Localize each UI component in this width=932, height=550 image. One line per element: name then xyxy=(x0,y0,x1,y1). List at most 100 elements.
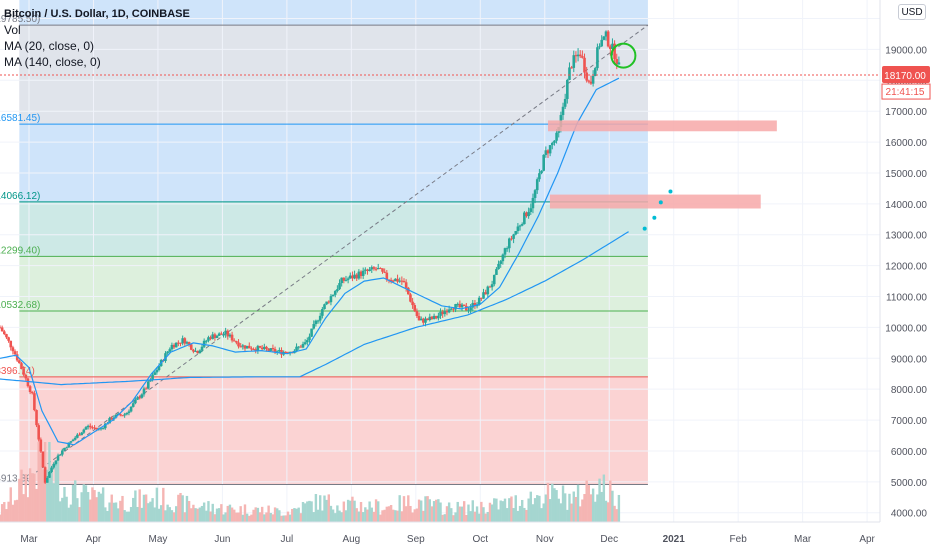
fib-label: (12299.40) xyxy=(0,245,40,256)
candle xyxy=(194,350,197,352)
volume-bar xyxy=(501,501,505,522)
candle xyxy=(11,347,15,352)
legend: Bitcoin / U.S. Dollar, 1D, COINBASE Vol M… xyxy=(4,6,190,70)
ma140-line xyxy=(0,231,629,386)
volume-bar xyxy=(465,514,468,522)
candle xyxy=(503,248,507,255)
volume-bar xyxy=(471,500,474,522)
volume-bar xyxy=(525,509,528,522)
volume-bar xyxy=(213,514,217,522)
circle-marker xyxy=(610,42,637,69)
candle xyxy=(297,346,301,348)
time-axis-bg xyxy=(0,522,932,550)
candle xyxy=(215,335,219,339)
candle xyxy=(609,46,612,49)
candle xyxy=(520,224,524,226)
indicator-list: Vol MA (20, close, 0) MA (140, close, 0) xyxy=(4,22,190,70)
candle xyxy=(318,315,322,321)
candle xyxy=(566,79,569,99)
candle xyxy=(585,72,588,81)
volume-bar xyxy=(134,490,137,522)
volume-bar xyxy=(428,499,431,522)
volume-bar xyxy=(112,502,116,522)
candle xyxy=(419,318,423,321)
volume-bar xyxy=(323,495,326,522)
volume-bar xyxy=(123,510,126,522)
candle xyxy=(430,316,434,320)
candle xyxy=(166,351,169,354)
volume-bar xyxy=(404,506,408,522)
candle xyxy=(185,342,189,344)
volume-bar xyxy=(5,509,8,522)
candle xyxy=(544,150,548,155)
volume-bar xyxy=(422,510,425,522)
volume-bar xyxy=(151,498,154,522)
candle xyxy=(327,301,331,303)
candle xyxy=(615,59,619,65)
candle xyxy=(213,334,217,339)
candle xyxy=(254,349,258,351)
zone xyxy=(19,124,648,202)
candle xyxy=(499,261,503,264)
candle xyxy=(308,336,311,341)
volume-bar xyxy=(407,495,410,522)
volume-bar xyxy=(86,492,90,522)
volume-bar xyxy=(132,497,135,522)
candle xyxy=(456,303,460,305)
candle xyxy=(523,212,526,225)
volume-bar xyxy=(196,508,199,522)
candle xyxy=(323,304,326,310)
candle xyxy=(295,346,298,351)
volume-bar xyxy=(351,496,354,522)
volume-bar xyxy=(222,514,225,522)
candle xyxy=(445,310,449,313)
candle xyxy=(353,274,356,279)
volume-bar xyxy=(443,514,447,522)
candle xyxy=(202,340,206,347)
volume-bar xyxy=(108,502,111,522)
candle xyxy=(235,341,238,343)
candle xyxy=(174,342,178,348)
volume-bar xyxy=(574,496,578,522)
volume-bar xyxy=(267,505,270,522)
candle xyxy=(381,268,384,272)
volume-bar xyxy=(581,499,584,522)
volume-bar xyxy=(606,502,610,522)
candle xyxy=(275,351,279,353)
candle xyxy=(439,311,442,316)
currency-button[interactable]: USD xyxy=(898,4,926,20)
volume-bar xyxy=(480,501,483,522)
candle xyxy=(103,423,107,429)
candle xyxy=(189,344,193,350)
volume-bar xyxy=(61,497,64,522)
candle xyxy=(370,267,374,270)
candle xyxy=(211,334,215,339)
candle xyxy=(361,270,365,276)
candle xyxy=(37,425,40,440)
ma20-line xyxy=(0,77,620,446)
volume-bar xyxy=(91,487,94,522)
candle xyxy=(424,318,427,323)
volume-bar xyxy=(205,510,208,522)
candle xyxy=(587,80,591,82)
candle xyxy=(540,170,543,174)
candle xyxy=(379,268,382,270)
volume-bar xyxy=(398,495,401,522)
candle xyxy=(546,150,550,154)
volume-bar xyxy=(168,507,171,522)
fib-label: (10532.68) xyxy=(0,300,40,311)
candle xyxy=(508,238,511,249)
price-tick-label: 16000.00 xyxy=(885,138,927,149)
candle xyxy=(415,311,419,317)
volume-bar xyxy=(327,494,330,522)
volume-bar xyxy=(381,510,384,522)
volume-bar xyxy=(353,500,356,522)
volume-bar xyxy=(220,504,223,522)
volume-bar xyxy=(361,512,365,522)
fib-label: (4913.30) xyxy=(0,474,35,485)
volume-bar xyxy=(254,507,257,522)
candle xyxy=(2,331,6,335)
candle xyxy=(205,340,208,342)
candle xyxy=(127,411,131,413)
